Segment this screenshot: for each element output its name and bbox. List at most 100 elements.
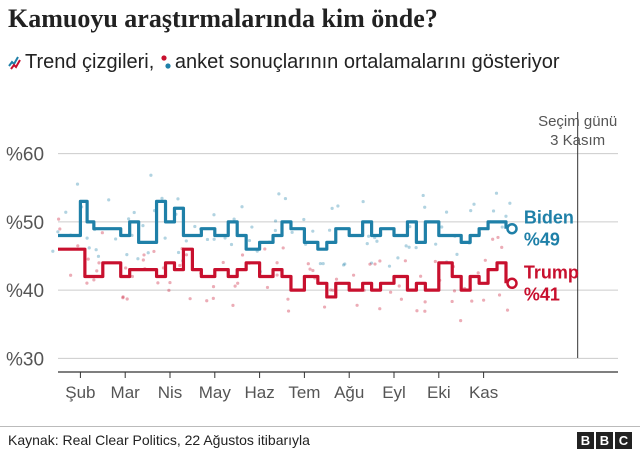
poll-dot [277, 192, 281, 196]
poll-dot [132, 210, 136, 215]
poll-dot [444, 210, 449, 214]
poll-dot [141, 223, 145, 228]
poll-dot [302, 217, 306, 222]
poll-dot [184, 239, 188, 243]
poll-dot [368, 262, 372, 266]
poll-dot [496, 235, 500, 240]
trend-line-icon [8, 56, 21, 70]
poll-dot [176, 250, 181, 255]
election-day-label: 3 Kasım [550, 132, 605, 149]
poll-dot [156, 281, 160, 285]
poll-dot [378, 259, 382, 263]
poll-dot [223, 236, 227, 240]
poll-dot [491, 237, 495, 241]
poll-dot [100, 231, 104, 235]
poll-dot [407, 245, 411, 249]
poll-dot [389, 290, 393, 294]
poll-dot [433, 259, 437, 264]
poll-dot [403, 259, 407, 263]
poll-dot [96, 254, 101, 258]
legend-text-polls: anket sonuçlarının ortalamalarını göster… [174, 51, 560, 73]
poll-dot [286, 309, 291, 313]
end-point-biden [506, 222, 518, 235]
y-tick-label: %60 [6, 145, 44, 166]
poll-dot [247, 238, 252, 243]
election-day-label: Seçim günü [538, 113, 617, 130]
poll-dot [85, 281, 89, 285]
poll-dot [455, 252, 459, 256]
x-tick-label: Eyl [382, 383, 406, 402]
poll-dots-icon [161, 55, 171, 69]
poll-dot [233, 284, 237, 288]
series-name-label: Trump [524, 262, 579, 282]
poll-dot [434, 242, 438, 246]
poll-dot [343, 262, 347, 266]
poll-dot [125, 297, 129, 301]
poll-dot [415, 309, 419, 313]
poll-dot [193, 224, 197, 229]
poll-dot [369, 261, 374, 265]
poll-dot [306, 262, 310, 266]
poll-dot [240, 205, 244, 209]
poll-dot [221, 260, 225, 265]
chart-title: Kamuoyu araştırmalarında kim önde? [8, 4, 438, 33]
poll-dot [240, 253, 245, 257]
poll-dot [365, 242, 369, 246]
poll-dot [321, 262, 325, 266]
poll-dot [497, 293, 502, 297]
poll-dot [421, 193, 425, 198]
poll-dot [176, 197, 180, 201]
poll-dot [494, 191, 499, 195]
poll-dot [423, 309, 427, 313]
poll-dot [130, 274, 134, 279]
poll-dot [121, 296, 125, 300]
poll-dot [85, 236, 89, 240]
poll-dot [500, 245, 504, 250]
poll-dot [375, 239, 379, 243]
end-point-trump [506, 277, 518, 290]
poll-dot [211, 285, 216, 289]
y-tick-label: %40 [6, 281, 44, 302]
poll-dot [126, 217, 131, 221]
poll-dot [167, 288, 171, 292]
poll-dot [505, 308, 510, 312]
poll-dot [265, 285, 270, 290]
poll-dot [311, 229, 315, 233]
poll-dot [56, 230, 60, 234]
poll-dot [397, 284, 401, 288]
poll-dot [87, 246, 91, 250]
poll-dot [107, 198, 111, 202]
poll-dot [114, 237, 118, 241]
logo-letter: C [615, 432, 632, 449]
poll-dot [229, 242, 234, 247]
poll-dot [483, 258, 487, 262]
poll-dot [263, 247, 267, 251]
poll-dot [450, 299, 454, 304]
series-value-label: %41 [524, 284, 560, 304]
poll-dot [331, 288, 335, 292]
poll-dot [212, 213, 216, 217]
poll-dot [459, 318, 463, 323]
poll-dot [212, 237, 216, 241]
poll-dot [341, 263, 346, 267]
x-tick-label: Ağu [334, 383, 364, 402]
poll-dot [69, 273, 73, 277]
poll-dot [149, 173, 153, 177]
poll-dot [500, 225, 504, 229]
logo-letter: B [577, 432, 594, 449]
poll-dot [472, 202, 476, 206]
poll-dot [482, 298, 486, 302]
poll-dot [250, 225, 254, 229]
poll-dot [452, 289, 457, 293]
chart-area: %30 %40 %50 %60 Şub Mar Nis May Haz Tem Ağu Eyl Eki K… [6, 112, 618, 402]
poll-dot [86, 257, 90, 261]
poll-dot [97, 261, 101, 265]
poll-dot [508, 201, 512, 205]
poll-dot [168, 280, 172, 285]
poll-dot [504, 214, 508, 218]
poll-dot [236, 281, 240, 285]
poll-dot [92, 278, 96, 282]
poll-dot [64, 210, 68, 214]
poll-dot [330, 206, 334, 211]
poll-dot [205, 237, 210, 242]
